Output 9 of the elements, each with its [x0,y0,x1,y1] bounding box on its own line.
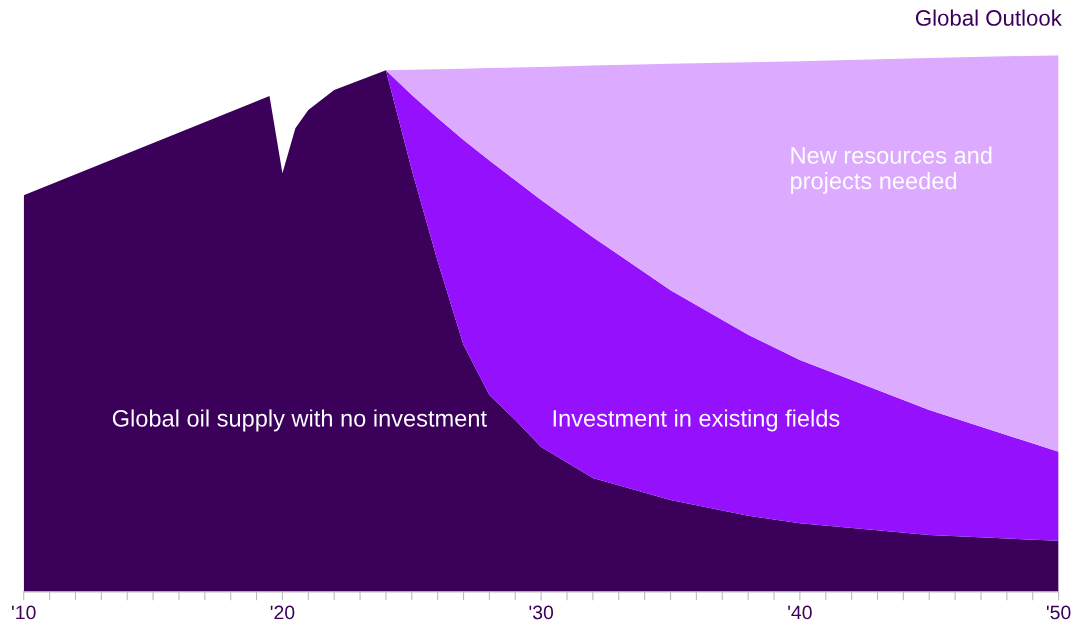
x-tick-label: '50 [1046,605,1071,620]
x-tick-label: '20 [270,605,295,620]
series-label: Investment in existing fields [553,409,840,432]
series-label: New resources and projects needed [791,146,992,194]
x-tick-label: '30 [529,605,554,620]
series-label: Global oil supply with no investment [112,409,487,432]
x-tick-label: '40 [788,605,812,620]
chart-title: Global Outlook [915,9,1062,26]
x-tick-label: '10 [12,605,36,620]
